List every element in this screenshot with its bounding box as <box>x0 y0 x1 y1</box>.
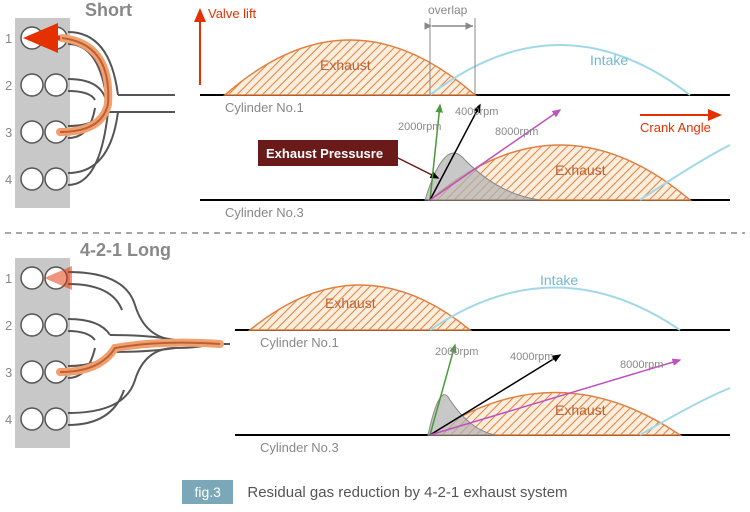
intake-label-top1: Intake <box>590 52 628 68</box>
rpm2000-label-bot: 2000rpm <box>435 346 478 358</box>
cyl-num-4b: 4 <box>5 412 12 427</box>
exhaust-label-bot3: Exhaust <box>555 402 606 418</box>
cyl-num-1: 1 <box>5 31 12 46</box>
rpm8000-label-bot: 8000rpm <box>620 359 663 371</box>
rpm4000-label-bot: 4000rpm <box>510 351 553 363</box>
cyl-num-1b: 1 <box>5 271 12 286</box>
overlap-label: overlap <box>428 3 468 17</box>
long-title: 4-2-1 Long <box>80 240 171 260</box>
cyl-num-4: 4 <box>5 172 12 187</box>
exhaust-label-bot1: Exhaust <box>325 295 376 311</box>
main-svg: 1 2 3 4 Short Valve lift Crank Angle Exh… <box>0 0 750 475</box>
rpm8000-label-top: 8000rpm <box>495 126 538 138</box>
cyl-num-2b: 2 <box>5 318 12 333</box>
intake-curve-top1 <box>430 45 690 95</box>
intake-curve-bot1 <box>430 288 680 331</box>
cyl-num-2: 2 <box>5 78 12 93</box>
cyl1-label-bot: Cylinder No.1 <box>260 335 339 350</box>
cyl3-label-top: Cylinder No.3 <box>225 205 304 220</box>
exhaust-label-top1: Exhaust <box>320 57 371 73</box>
rpm4000-label-top: 4000rpm <box>455 106 498 118</box>
valve-lift-label: Valve lift <box>208 6 257 21</box>
bottom-panel: 1 2 3 4 4-2-1 Long Exhaust Intake Cylind… <box>5 240 730 455</box>
cyl3-label-bot: Cylinder No.3 <box>260 440 339 455</box>
pressure-callout-text: Exhaust Pressusre <box>266 146 383 161</box>
short-title: Short <box>85 0 132 20</box>
intake-curve-top3 <box>640 145 730 200</box>
cyl1-label-top: Cylinder No.1 <box>225 100 304 115</box>
caption-bar: fig.3 Residual gas reduction by 4-2-1 ex… <box>0 480 750 504</box>
cyl-num-3b: 3 <box>5 365 12 380</box>
rpm2000-label-top: 2000rpm <box>398 121 441 133</box>
diagram-container: 1 2 3 4 Short Valve lift Crank Angle Exh… <box>0 0 750 512</box>
crank-angle-label: Crank Angle <box>640 120 711 135</box>
header-short <box>68 32 175 185</box>
header-long <box>68 272 230 425</box>
exhaust-label-top3: Exhaust <box>555 162 606 178</box>
cyl-num-3: 3 <box>5 125 12 140</box>
intake-curve-bot3 <box>640 388 730 435</box>
figure-tag: fig.3 <box>182 480 232 504</box>
caption-text: Residual gas reduction by 4-2-1 exhaust … <box>247 484 567 501</box>
intake-label-bot1: Intake <box>540 272 578 288</box>
top-panel: 1 2 3 4 Short Valve lift Crank Angle Exh… <box>5 0 730 220</box>
